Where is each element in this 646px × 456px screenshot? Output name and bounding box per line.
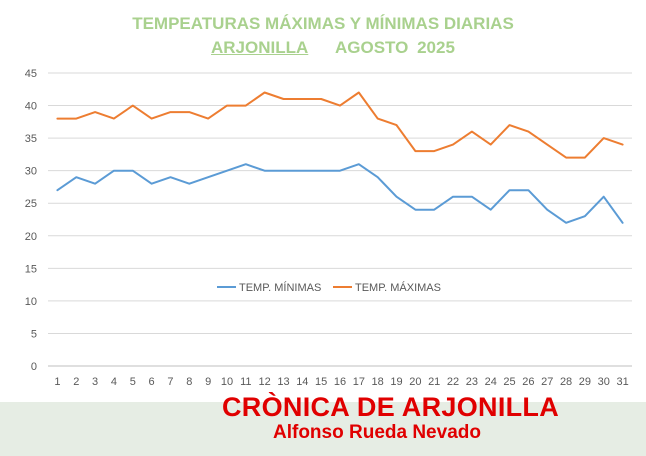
subtitle-place: ARJONILLA [211,38,309,57]
x-tick-label: 29 [579,376,591,388]
x-tick-label: 6 [149,376,155,388]
x-tick-label: 24 [485,376,497,388]
x-tick-label: 3 [92,376,98,388]
y-tick-label: 20 [25,231,37,243]
series-line-0 [56,163,624,224]
x-tick-label: 31 [616,376,628,388]
subtitle-date: AGOSTO 2025 [335,38,455,57]
x-tick-label: 11 [240,376,251,388]
x-tick-label: 18 [372,376,384,388]
footer-band [0,402,646,456]
x-tick-label: 28 [560,376,572,388]
x-tick-label: 2 [73,376,79,388]
x-tick-label: 25 [503,376,515,388]
x-tick-label: 13 [277,376,289,388]
x-tick-label: 7 [167,376,173,388]
brand-title: CRÒNICA DE ARJONILLA [222,392,560,422]
x-tick-label: 20 [409,376,421,388]
brand-author: Alfonso Rueda Nevado [273,422,481,443]
x-tick-label: 4 [111,376,117,388]
legend-label-1: TEMP. MÁXIMAS [355,281,441,294]
y-tick-label: 35 [25,133,37,145]
chart-subtitle: ARJONILLA AGOSTO 2025 [0,38,646,60]
x-tick-label: 8 [186,376,192,388]
series-line-1 [56,91,624,159]
chart-title: TEMPEATURAS MÁXIMAS Y MÍNIMAS DIARIAS [132,14,514,33]
x-tick-label: 19 [390,376,402,388]
x-tick-label: 23 [466,376,478,388]
x-tick-label: 27 [541,376,553,388]
y-tick-label: 25 [25,198,37,210]
x-tick-label: 10 [221,376,233,388]
y-tick-label: 15 [25,263,37,275]
y-tick-label: 40 [25,101,37,113]
x-tick-label: 12 [259,376,271,388]
y-tick-label: 45 [25,68,37,80]
x-tick-label: 22 [447,376,459,388]
x-tick-label: 16 [334,376,346,388]
x-tick-label: 21 [428,376,440,388]
x-tick-label: 5 [130,376,136,388]
x-tick-label: 30 [598,376,610,388]
x-tick-label: 14 [296,376,308,388]
x-tick-label: 1 [54,376,60,388]
y-tick-label: 10 [25,296,37,308]
legend-label-0: TEMP. MÍNIMAS [239,281,321,294]
y-tick-label: 30 [25,166,37,178]
x-tick-label: 9 [205,376,211,388]
x-tick-label: 26 [522,376,534,388]
x-tick-label: 17 [353,376,365,388]
y-tick-label: 5 [31,328,37,340]
chart-area: TEMPEATURAS MÁXIMAS Y MÍNIMAS DIARIAS AR… [0,14,646,388]
x-tick-label: 15 [315,376,327,388]
y-tick-label: 0 [31,361,37,373]
